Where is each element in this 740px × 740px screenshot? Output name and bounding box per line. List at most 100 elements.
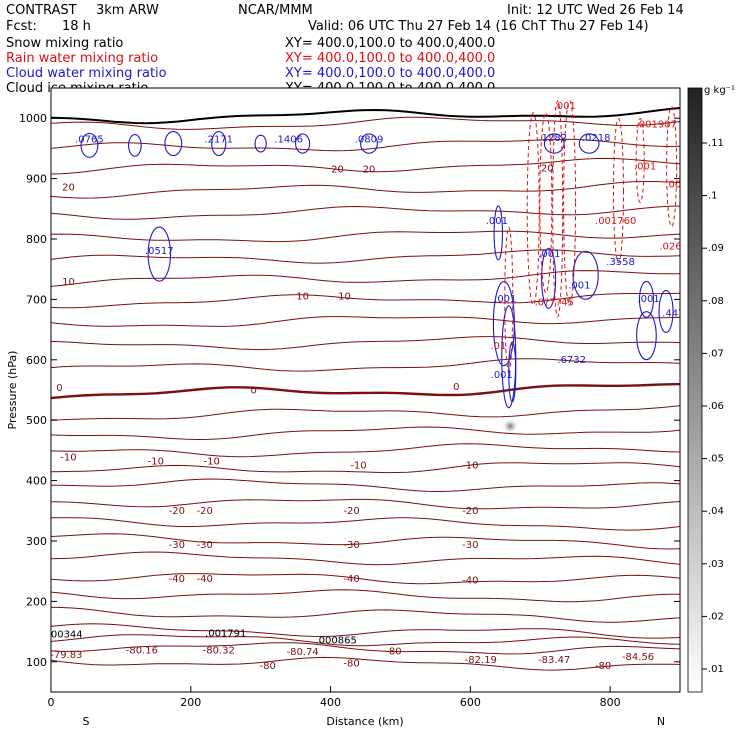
temperature-contour-label: -30 xyxy=(343,540,359,551)
temperature-contour-label: -80 xyxy=(595,661,611,672)
cloud-water-contour xyxy=(492,281,515,367)
field-rain-name: Rain water mixing ratio xyxy=(6,51,158,66)
rain-high-label: .001 xyxy=(554,101,576,112)
y-tick-label: 800 xyxy=(26,233,47,246)
temperature-contour-label: -80 xyxy=(343,659,359,670)
isotherm xyxy=(51,358,680,372)
cloud-water-contour xyxy=(254,134,267,153)
field-rain-xy: XY= 400.0,100.0 to 400.0,400.0 xyxy=(285,51,495,66)
field-snow-name: Snow mixing ratio xyxy=(6,36,123,51)
rain-high-label: .001 xyxy=(665,180,687,191)
temperature-contour-label: -20 xyxy=(343,506,359,517)
temperature-low-label: -83.47 xyxy=(538,655,570,666)
isotherm xyxy=(51,405,680,421)
cloud-water-high-label: .6732 xyxy=(557,355,586,366)
temperature-contour-label: -40 xyxy=(343,574,359,585)
cloud-water-contours xyxy=(80,131,674,409)
isotherm xyxy=(51,382,680,400)
cloud-water-high-label: .1406 xyxy=(274,134,303,145)
cloud-water-high-label: .3558 xyxy=(606,257,635,268)
y-tick-label: 1000 xyxy=(19,112,47,125)
isotherm xyxy=(51,138,680,152)
temperature-contour-label: -40 xyxy=(197,574,213,585)
colorbar-tick-label: .1 xyxy=(708,191,718,202)
isotherm xyxy=(51,316,680,327)
isotherm xyxy=(51,116,680,130)
x-tick-label: 400 xyxy=(320,696,341,709)
isotherm xyxy=(51,462,680,474)
isotherm xyxy=(51,623,680,639)
isotherm xyxy=(51,107,680,125)
temperature-contour-label: 20 xyxy=(62,183,75,194)
cloud-water-high-label: .2171 xyxy=(204,134,233,145)
cloud-water-contour xyxy=(578,133,600,154)
temperature-contour-label: 10 xyxy=(62,277,75,288)
temperature-contour-label: 0 xyxy=(56,383,62,394)
y-tick-label: 600 xyxy=(26,354,47,367)
x-tick-label: 800 xyxy=(600,696,621,709)
isotherm xyxy=(51,230,680,243)
cloud-water-high-label: .0809 xyxy=(355,134,384,145)
rain-water-contours xyxy=(504,100,678,372)
cloud-water-contour xyxy=(636,311,657,361)
temperature-contour-label: -10 xyxy=(204,456,220,467)
rain-high-label: .026298 xyxy=(659,241,700,252)
rain-contour xyxy=(635,117,645,203)
temperature-low-label: -82.19 xyxy=(465,655,497,666)
cloud-water-contour xyxy=(543,133,565,154)
temperature-low-label: -80.32 xyxy=(203,645,235,656)
temperature-contour-label: -80 xyxy=(385,647,401,658)
isotherm xyxy=(51,270,680,287)
colorbar-ticks: .11 .1 .09 .08 .07 .06 .05 .04 .03 .02 .01 xyxy=(702,138,724,675)
isotherm xyxy=(51,533,680,550)
temperature-contour-label: -30 xyxy=(197,540,213,551)
isotherm xyxy=(51,551,680,566)
temperature-contour-label: 0 xyxy=(250,386,256,397)
field-cloudwater-xy: XY= 400.0,100.0 to 400.0,400.0 xyxy=(285,66,495,81)
temperature-contour-label: -10 xyxy=(148,456,164,467)
isotherm xyxy=(51,426,680,441)
rain-high-label: .01 xyxy=(490,341,506,352)
y-tick-label: 400 xyxy=(26,475,47,488)
isotherm xyxy=(51,249,680,264)
rain-high-label: .001907 xyxy=(636,119,677,130)
temperature-low-label: -80.16 xyxy=(126,645,158,656)
cloud-water-high-label: .001 xyxy=(538,249,560,260)
ice-extremum-label: .001791 xyxy=(205,628,246,639)
cloud-water-high-label: .0765 xyxy=(75,134,104,145)
isotherm xyxy=(51,606,680,623)
snow-shade xyxy=(503,417,518,432)
temperature-contour-label: 20 xyxy=(541,163,554,174)
cloud-water-contour xyxy=(164,131,183,157)
plot-frame xyxy=(50,87,681,693)
temperature-contour-label: -30 xyxy=(169,540,185,551)
ice-extremum-label: .000865 xyxy=(315,636,356,647)
cloud-water-high-label: .001 xyxy=(637,294,659,305)
isotherm xyxy=(51,517,680,531)
cloud-water-contour xyxy=(128,134,142,157)
cloud-water-contour xyxy=(295,133,311,154)
ice-extremum-label: 000344 xyxy=(44,630,82,641)
cloud-water-high-label: .001 xyxy=(568,281,590,292)
colorbar-tick-label: .05 xyxy=(708,454,724,465)
y-tick-label: 100 xyxy=(26,656,47,669)
fcst-label: Fcst: xyxy=(6,19,37,34)
temperature-contour-label: -10 xyxy=(350,461,366,472)
isotherm xyxy=(51,589,680,603)
temperature-contour-label: -20 xyxy=(197,506,213,517)
temperature-contour-label: -10 xyxy=(60,453,76,464)
colorbar-tick-label: .08 xyxy=(708,296,724,307)
x-tick-label: 600 xyxy=(460,696,481,709)
cloud-water-high-label: .001 xyxy=(491,370,513,381)
model-config: 3km ARW xyxy=(96,3,159,18)
y-tick-label: 900 xyxy=(26,173,47,186)
y-tick-label: 200 xyxy=(26,595,47,608)
temperature-contour-label: 20 xyxy=(363,165,376,176)
isotherm xyxy=(51,292,680,309)
cloud-water-contour xyxy=(572,250,599,300)
temperature-contour-label: 10 xyxy=(296,291,309,302)
temperature-contour-label: -20 xyxy=(462,506,478,517)
y-axis-label: Pressure (hPa) xyxy=(6,351,19,430)
colorbar-tick-label: .02 xyxy=(708,611,724,622)
